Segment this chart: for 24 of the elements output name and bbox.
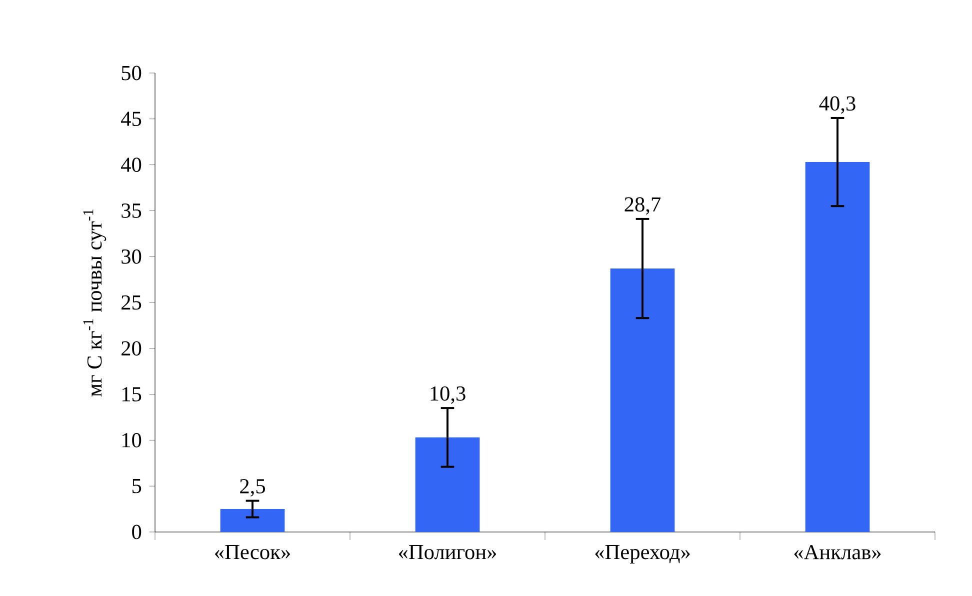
data-label: 28,7 [624, 197, 661, 215]
y-tick-label: 50 [122, 66, 142, 80]
bar [610, 268, 675, 532]
data-label: 2,5 [240, 479, 265, 497]
bar [220, 509, 285, 532]
y-tick-label: 10 [122, 433, 142, 448]
x-tick-label: «Анклав» [794, 545, 881, 560]
data-label: 40,3 [819, 96, 856, 114]
x-tick-label: «Полигон» [398, 545, 496, 560]
x-tick-label: «Песок» [215, 545, 290, 560]
y-tick-label: 20 [122, 341, 142, 356]
bar [415, 437, 480, 532]
data-label: 10,3 [430, 386, 466, 404]
y-tick-label: 30 [122, 249, 142, 264]
y-tick-label: 40 [121, 158, 142, 172]
y-tick-label: 0 [132, 524, 142, 540]
y-tick-label: 35 [122, 204, 142, 218]
y-tick-label: 15 [122, 387, 142, 402]
y-axis-title: мг С кг$^{-1}$ почвы сут$^{-1}$ [83, 210, 106, 396]
bar [805, 162, 870, 532]
y-tick-label: 25 [122, 295, 142, 310]
y-tick-label: 45 [121, 112, 142, 126]
y-tick-label: 5 [132, 479, 142, 494]
x-tick-label: «Переход» [595, 545, 690, 564]
